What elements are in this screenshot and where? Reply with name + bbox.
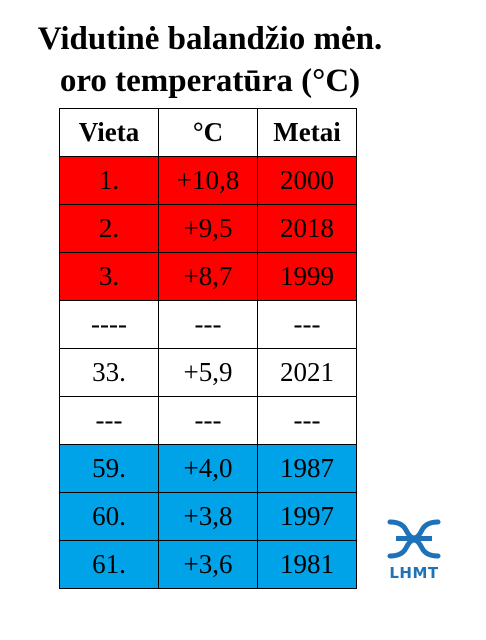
cell-year: 2000 xyxy=(257,156,357,205)
table-row: 2. +9,5 2018 xyxy=(59,204,357,253)
cell-year: 1981 xyxy=(257,540,357,589)
table-header-row: Vieta °C Metai xyxy=(59,108,357,157)
cell-year: --- xyxy=(257,396,357,445)
cell-year: 2021 xyxy=(257,348,357,397)
cell-place: 2. xyxy=(59,204,159,253)
cell-place: --- xyxy=(59,396,159,445)
title-line-1: Vidutinė balandžio mėn. xyxy=(37,21,383,57)
logo-text: LHMT xyxy=(389,564,439,582)
ranking-table-wrapper: Vieta °C Metai 1. +10,8 2000 2. +9,5 201… xyxy=(59,108,357,589)
table-row: 60. +3,8 1997 xyxy=(59,492,357,541)
cell-year: --- xyxy=(257,300,357,349)
cell-place: 1. xyxy=(59,156,159,205)
cell-temperature: --- xyxy=(158,396,258,445)
cell-place: 60. xyxy=(59,492,159,541)
cell-place: 33. xyxy=(59,348,159,397)
cell-temperature: +9,5 xyxy=(158,204,258,253)
table-row: 59. +4,0 1987 xyxy=(59,444,357,493)
cell-temperature: +4,0 xyxy=(158,444,258,493)
cell-year: 1987 xyxy=(257,444,357,493)
cell-temperature: +5,9 xyxy=(158,348,258,397)
header-year: Metai xyxy=(257,108,357,157)
cell-year: 2018 xyxy=(257,204,357,253)
cell-temperature: +8,7 xyxy=(158,252,258,301)
lhmt-waves-icon xyxy=(387,519,441,559)
cell-place: ---- xyxy=(59,300,159,349)
cell-year: 1999 xyxy=(257,252,357,301)
table-row: 33. +5,9 2021 xyxy=(59,348,357,397)
cell-temperature: +3,6 xyxy=(158,540,258,589)
title-line-2: oro temperatūra (°C) xyxy=(59,63,361,99)
lhmt-logo: LHMT xyxy=(384,516,444,586)
cell-temperature: +3,8 xyxy=(158,492,258,541)
header-place: Vieta xyxy=(59,108,159,157)
cell-place: 61. xyxy=(59,540,159,589)
cell-temperature: --- xyxy=(158,300,258,349)
ranking-table: Vieta °C Metai 1. +10,8 2000 2. +9,5 201… xyxy=(59,108,357,589)
table-row: 61. +3,6 1981 xyxy=(59,540,357,589)
cell-place: 59. xyxy=(59,444,159,493)
cell-place: 3. xyxy=(59,252,159,301)
header-temperature: °C xyxy=(158,108,258,157)
table-row: 3. +8,7 1999 xyxy=(59,252,357,301)
table-row: ---- --- --- xyxy=(59,300,357,349)
cell-temperature: +10,8 xyxy=(158,156,258,205)
table-row: --- --- --- xyxy=(59,396,357,445)
page-title: Vidutinė balandžio mėn. oro temperatūra … xyxy=(0,18,420,102)
cell-year: 1997 xyxy=(257,492,357,541)
table-row: 1. +10,8 2000 xyxy=(59,156,357,205)
